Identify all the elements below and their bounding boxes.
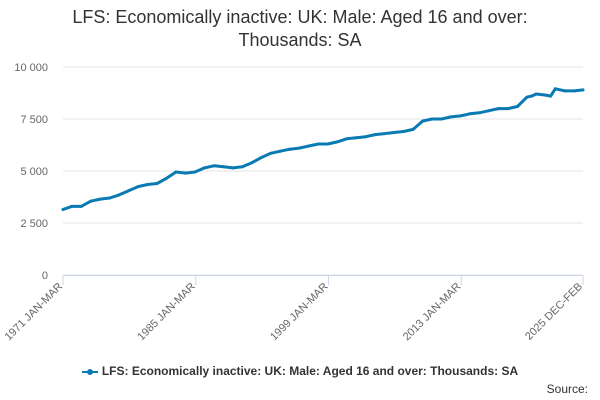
data-point[interactable] bbox=[392, 131, 396, 134]
data-point[interactable] bbox=[259, 156, 263, 159]
data-point[interactable] bbox=[459, 114, 462, 118]
y-tick-label: 10 000 bbox=[14, 62, 48, 74]
data-point[interactable] bbox=[89, 199, 93, 203]
data-point[interactable] bbox=[127, 189, 131, 193]
data-point[interactable] bbox=[440, 117, 443, 121]
data-point[interactable] bbox=[108, 196, 112, 200]
data-point[interactable] bbox=[278, 149, 282, 153]
data-point[interactable] bbox=[402, 130, 406, 133]
y-tick-label: 0 bbox=[42, 270, 48, 282]
data-point[interactable] bbox=[534, 92, 538, 96]
data-point[interactable] bbox=[496, 107, 500, 111]
data-point[interactable] bbox=[193, 170, 197, 174]
data-point[interactable] bbox=[506, 107, 510, 111]
data-point[interactable] bbox=[525, 95, 529, 99]
data-point[interactable] bbox=[544, 93, 548, 97]
data-point[interactable] bbox=[468, 112, 472, 116]
legend-series-label: LFS: Economically inactive: UK: Male: Ag… bbox=[101, 364, 519, 378]
chart-title: LFS: Economically inactive: UK: Male: Ag… bbox=[0, 6, 600, 52]
x-tick-label: 1985 JAN-MAR bbox=[135, 281, 198, 344]
x-tick-label: 1999 JAN-MAR bbox=[268, 281, 331, 344]
y-tick-label: 2 500 bbox=[20, 218, 48, 230]
x-tick-label: 2025 DEC-FEB bbox=[523, 281, 585, 343]
data-point[interactable] bbox=[231, 166, 235, 170]
legend-series-swatch bbox=[81, 367, 98, 377]
data-point[interactable] bbox=[553, 87, 557, 91]
data-point[interactable] bbox=[549, 94, 553, 98]
data-point[interactable] bbox=[240, 165, 244, 169]
data-point[interactable] bbox=[155, 182, 159, 185]
y-axis-tick-labels: 0 2 500 5 000 7 500 10 000 bbox=[14, 62, 48, 282]
data-point[interactable] bbox=[354, 136, 358, 140]
data-point[interactable] bbox=[117, 193, 121, 197]
data-point[interactable] bbox=[250, 161, 254, 165]
chart-title-line1: LFS: Economically inactive: UK: Male: Ag… bbox=[72, 7, 528, 27]
data-point[interactable] bbox=[487, 109, 491, 113]
data-point[interactable] bbox=[269, 151, 273, 155]
data-point[interactable] bbox=[430, 117, 434, 121]
data-point[interactable] bbox=[221, 165, 225, 169]
data-point[interactable] bbox=[165, 176, 168, 180]
data-point[interactable] bbox=[297, 146, 301, 150]
data-point[interactable] bbox=[364, 135, 368, 139]
data-point[interactable] bbox=[345, 137, 349, 141]
x-axis-tick-labels: 1971 JAN-MAR 1985 JAN-MAR 1999 JAN-MAR 2013… bbox=[3, 281, 586, 344]
series-layer bbox=[61, 87, 585, 211]
data-point[interactable] bbox=[383, 132, 387, 136]
data-point[interactable] bbox=[449, 115, 453, 119]
data-point[interactable] bbox=[581, 88, 585, 92]
data-point[interactable] bbox=[411, 127, 415, 131]
data-point[interactable] bbox=[146, 183, 150, 186]
data-point[interactable] bbox=[136, 185, 140, 189]
chart-title-line2: Thousands: SA bbox=[238, 30, 362, 50]
data-point[interactable] bbox=[572, 89, 576, 93]
data-point[interactable] bbox=[478, 111, 481, 115]
data-point[interactable] bbox=[61, 208, 65, 211]
axes bbox=[62, 275, 584, 285]
x-tick-label: 1971 JAN-MAR bbox=[3, 281, 66, 344]
data-point[interactable] bbox=[288, 147, 292, 151]
series-line[interactable] bbox=[61, 87, 585, 211]
data-point[interactable] bbox=[326, 142, 330, 146]
gridlines bbox=[63, 66, 583, 276]
data-point[interactable] bbox=[316, 142, 320, 146]
y-tick-label: 5 000 bbox=[20, 166, 48, 178]
data-point[interactable] bbox=[70, 204, 74, 208]
source-label: Source: bbox=[546, 382, 588, 396]
y-tick-label: 7 500 bbox=[20, 114, 48, 126]
data-point[interactable] bbox=[421, 119, 425, 123]
data-point[interactable] bbox=[373, 133, 377, 137]
data-point[interactable] bbox=[563, 89, 567, 93]
legend[interactable]: LFS: Economically inactive: UK: Male: Ag… bbox=[0, 364, 600, 378]
data-point[interactable] bbox=[98, 197, 102, 201]
data-point[interactable] bbox=[79, 204, 83, 208]
data-point[interactable] bbox=[515, 105, 519, 108]
data-point[interactable] bbox=[174, 170, 178, 174]
data-point[interactable] bbox=[203, 166, 206, 170]
data-point[interactable] bbox=[212, 164, 216, 168]
data-point[interactable] bbox=[307, 144, 311, 148]
data-point[interactable] bbox=[184, 171, 187, 175]
x-tick-label: 2013 JAN-MAR bbox=[401, 281, 464, 344]
data-point[interactable] bbox=[335, 140, 339, 144]
data-point[interactable] bbox=[530, 94, 534, 98]
